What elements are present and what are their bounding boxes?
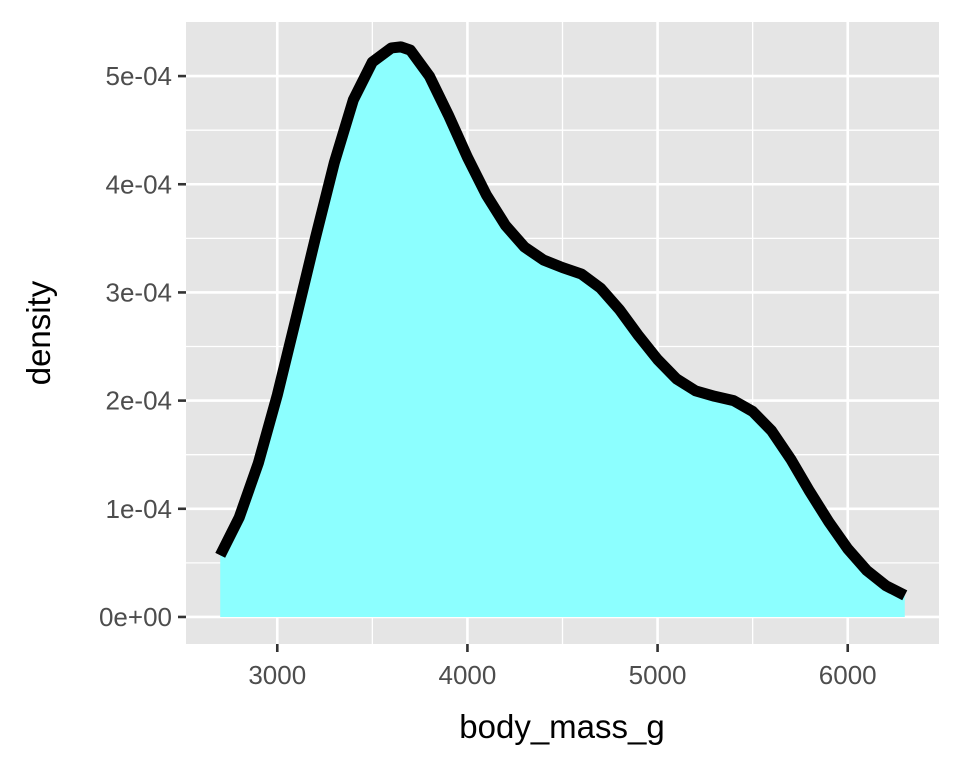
y-tick-label: 4e-04 (106, 169, 173, 199)
y-tick-label: 0e+00 (99, 602, 172, 632)
x-tick-label: 6000 (819, 660, 877, 690)
x-tick-label: 5000 (629, 660, 687, 690)
x-axis-title: body_mass_g (459, 708, 664, 745)
x-tick-label: 3000 (248, 660, 306, 690)
y-axis-title: density (20, 280, 57, 385)
y-tick-label: 3e-04 (106, 277, 173, 307)
x-tick-label: 4000 (439, 660, 497, 690)
y-tick-label: 2e-04 (106, 386, 173, 416)
y-axis: 0e+00 1e-04 2e-04 3e-04 4e-04 5e-04 (99, 61, 186, 632)
y-tick-label: 1e-04 (106, 494, 173, 524)
density-area (220, 46, 905, 617)
x-axis: 3000 4000 5000 6000 (248, 644, 877, 690)
y-tick-label: 5e-04 (106, 61, 173, 91)
density-line (215, 41, 908, 601)
